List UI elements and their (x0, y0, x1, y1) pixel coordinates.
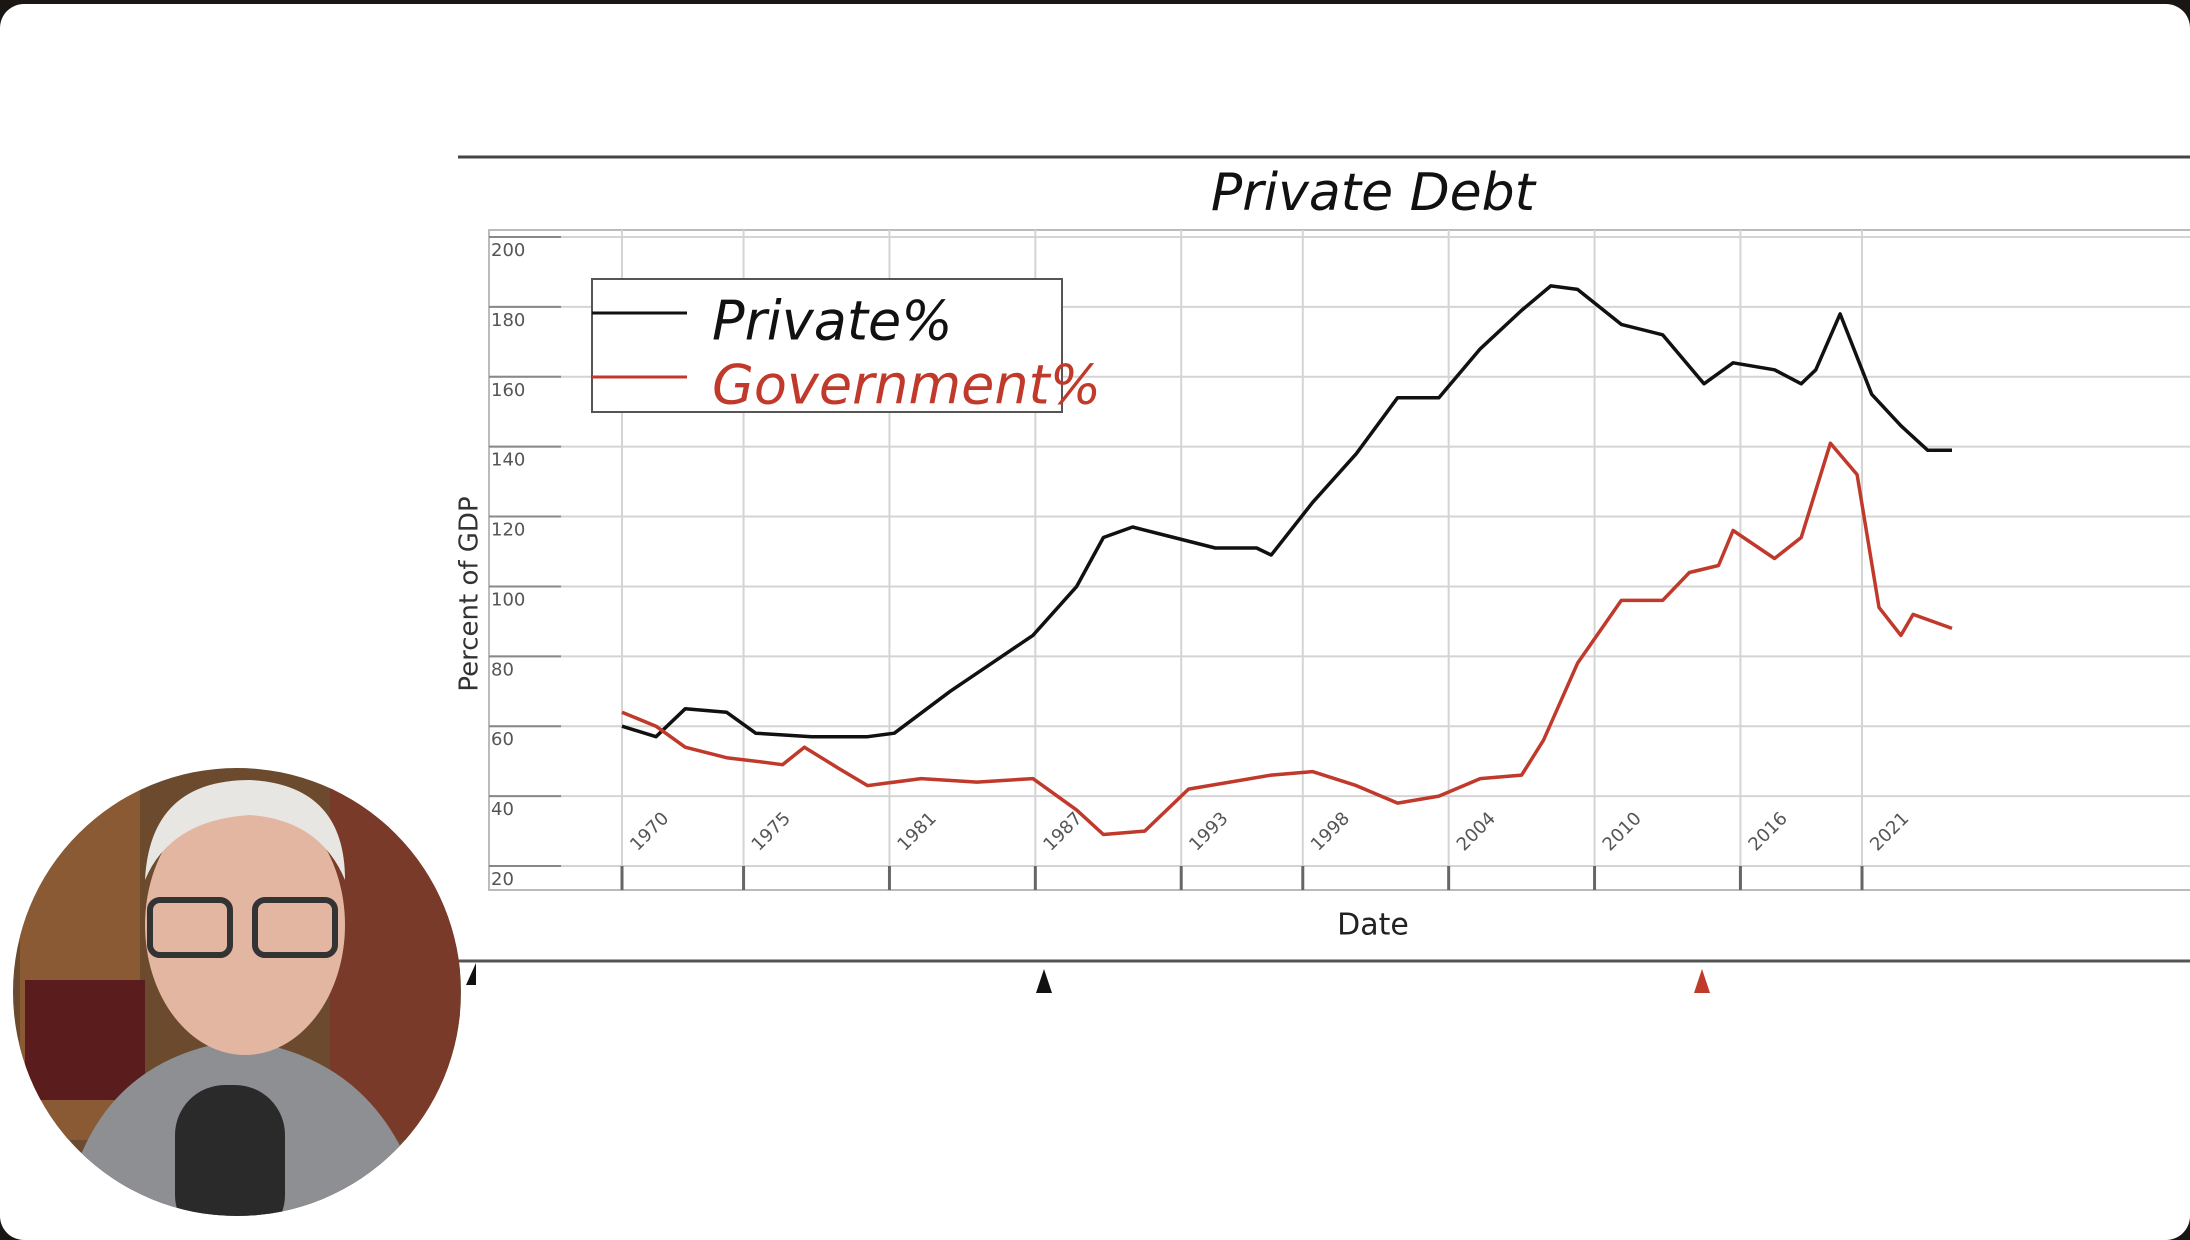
y-tick-label: 120 (491, 520, 525, 541)
chart: Private Debt Date Percent of GDP 20 40 60 8… (455, 155, 2190, 993)
legend-label: Government% (712, 354, 1101, 417)
y-tick-label: 80 (491, 659, 514, 680)
legend-label: Private% (712, 290, 953, 353)
books (25, 980, 145, 1100)
y-tick-label: 200 (491, 240, 525, 261)
y-tick-label: 60 (491, 729, 514, 750)
y-tick-label: 40 (491, 799, 514, 820)
slider-marker (1036, 969, 1052, 993)
glasses (147, 897, 233, 958)
series-line (621, 284, 1952, 739)
y-tick-label: 100 (491, 589, 525, 610)
y-axis-label: Percent of GDP (455, 496, 485, 691)
legend-box (591, 278, 1063, 413)
series-line (621, 441, 1953, 837)
face (145, 795, 345, 1055)
glasses (252, 897, 338, 958)
slider-marker (1694, 969, 1710, 993)
chart-title: Private Debt (1211, 163, 1537, 223)
legend: Private%Government% (591, 278, 1101, 417)
y-tick-label: 180 (491, 310, 525, 331)
plot-frame (488, 229, 2190, 891)
window (0, 4, 2190, 1240)
microphone (175, 1085, 285, 1216)
hair (145, 780, 345, 880)
y-tick-label: 160 (491, 380, 525, 401)
webcam (13, 768, 461, 1216)
slider-marker (466, 963, 476, 985)
y-tick-label: 140 (491, 450, 525, 471)
x-axis-label: Date (1337, 908, 1409, 943)
y-tick-label: 20 (491, 869, 514, 890)
